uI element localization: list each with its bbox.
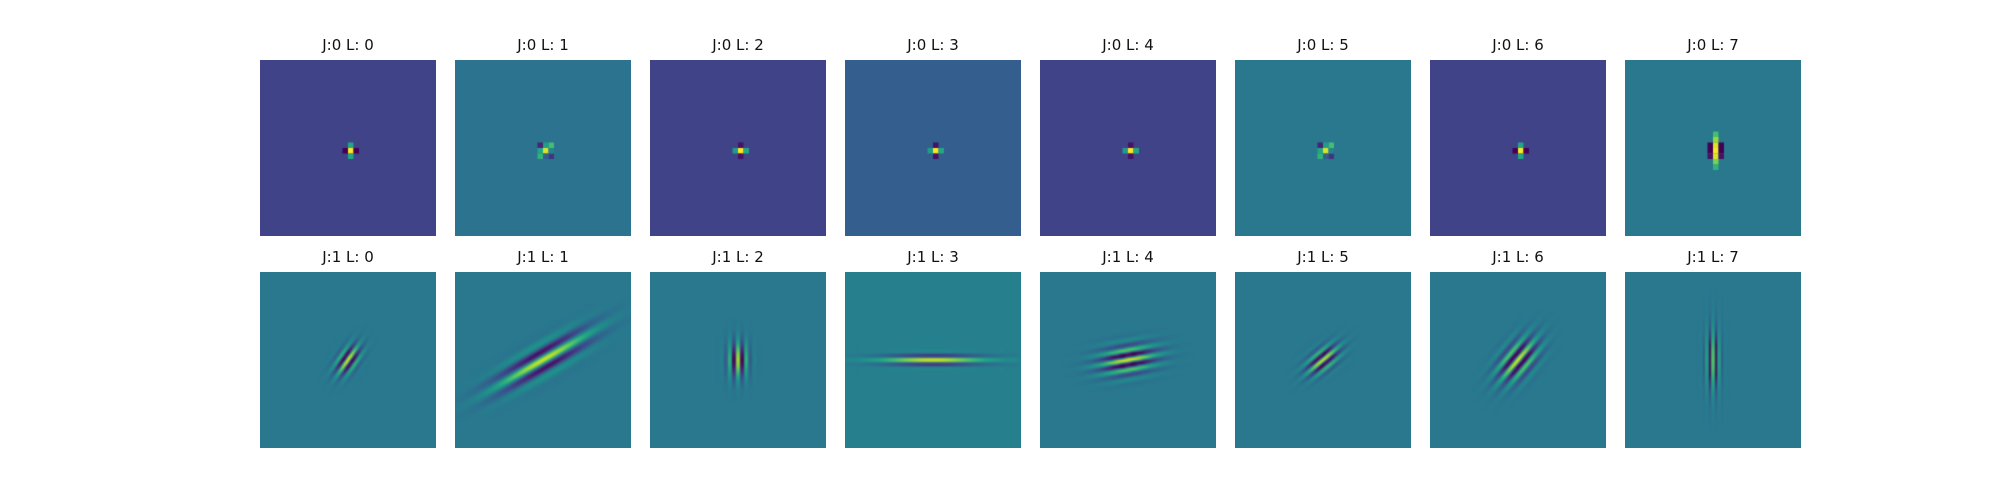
filter-image	[845, 60, 1021, 236]
filter-image	[650, 60, 826, 236]
filter-image	[845, 272, 1021, 448]
panel-title: J:1 L: 5	[1297, 248, 1349, 266]
panel-title: J:1 L: 3	[907, 248, 959, 266]
panel-title: J:0 L: 1	[517, 36, 569, 54]
panel-title: J:1 L: 7	[1687, 248, 1739, 266]
filter-image	[1040, 60, 1216, 236]
panel-title: J:0 L: 3	[907, 36, 959, 54]
panel-title: J:1 L: 4	[1102, 248, 1154, 266]
filter-image	[1625, 60, 1801, 236]
panel-title: J:0 L: 6	[1492, 36, 1544, 54]
filter-image	[455, 60, 631, 236]
panel-title: J:0 L: 2	[712, 36, 764, 54]
panel-title: J:0 L: 5	[1297, 36, 1349, 54]
panel-title: J:0 L: 4	[1102, 36, 1154, 54]
panel-title: J:1 L: 1	[517, 248, 569, 266]
filter-image	[1040, 272, 1216, 448]
filter-image	[260, 272, 436, 448]
filter-image	[1625, 272, 1801, 448]
filter-image	[1235, 60, 1411, 236]
panel-title: J:1 L: 2	[712, 248, 764, 266]
filter-image	[1235, 272, 1411, 448]
filter-image	[260, 60, 436, 236]
panel-title: J:0 L: 0	[322, 36, 374, 54]
filter-image	[1430, 272, 1606, 448]
filter-image	[455, 272, 631, 448]
panel-title: J:0 L: 7	[1687, 36, 1739, 54]
panel-title: J:1 L: 6	[1492, 248, 1544, 266]
panel-title: J:1 L: 0	[322, 248, 374, 266]
filter-image	[650, 272, 826, 448]
filter-image	[1430, 60, 1606, 236]
